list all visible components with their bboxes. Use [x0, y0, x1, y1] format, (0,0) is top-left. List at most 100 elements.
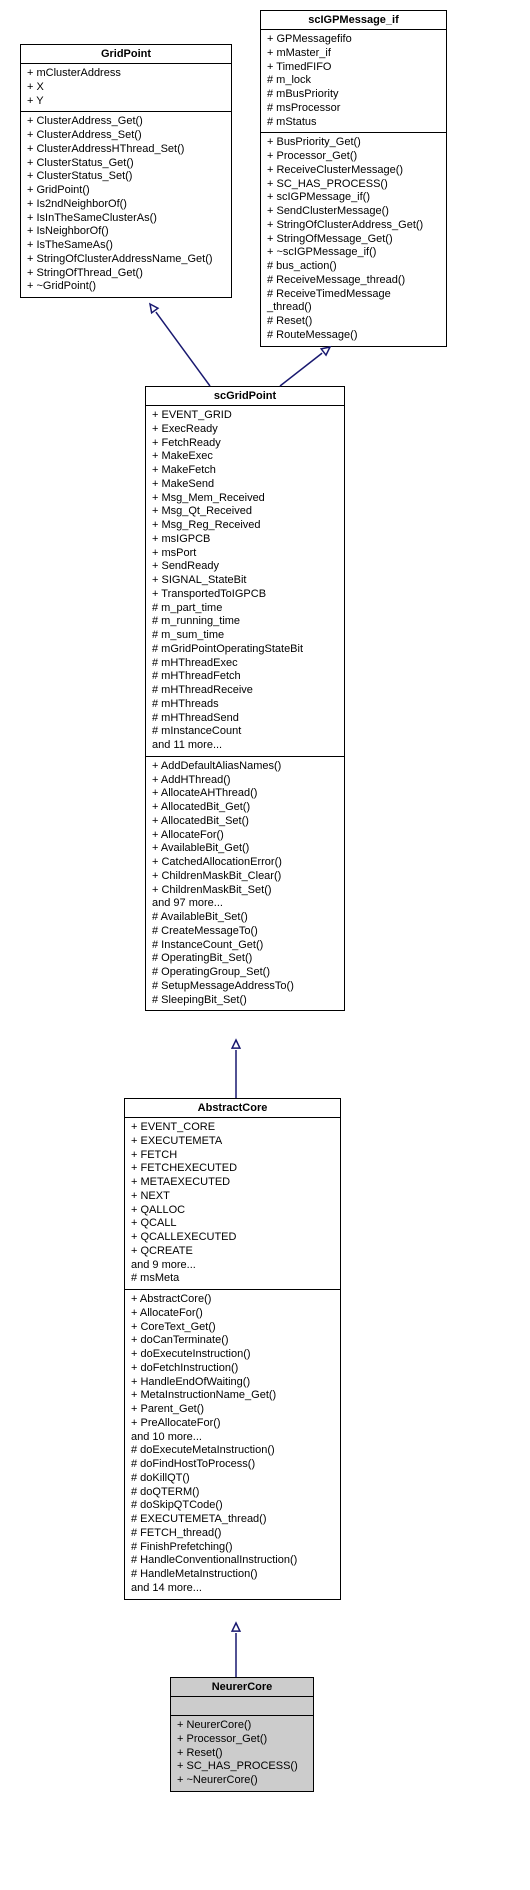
attribute-row: and 11 more... — [152, 739, 338, 753]
attribute-row: + msIGPCB — [152, 533, 338, 547]
attribute-row: # mHThreadSend — [152, 712, 338, 726]
attribute-row: + Y — [27, 95, 225, 109]
attribute-row: + Msg_Reg_Received — [152, 519, 338, 533]
operation-row: + doExecuteInstruction() — [131, 1348, 334, 1362]
operation-row: + SC_HAS_PROCESS() — [267, 178, 440, 192]
operation-row: + StringOfThread_Get() — [27, 267, 225, 281]
class-operations: + BusPriority_Get()+ Processor_Get()+ Re… — [261, 133, 446, 345]
class-title: NeurerCore — [171, 1678, 313, 1697]
attribute-row: + TransportedToIGPCB — [152, 588, 338, 602]
class-attributes: + GPMessagefifo+ mMaster_if+ TimedFIFO# … — [261, 30, 446, 133]
operation-row: + SendClusterMessage() — [267, 205, 440, 219]
operation-row: + StringOfClusterAddress_Get() — [267, 219, 440, 233]
class-title: scGridPoint — [146, 387, 344, 406]
uml-class-scgridpoint: scGridPoint+ EVENT_GRID+ ExecReady+ Fetc… — [145, 386, 345, 1011]
operation-row: + HandleEndOfWaiting() — [131, 1376, 334, 1390]
class-title: AbstractCore — [125, 1099, 340, 1118]
operation-row: + Parent_Get() — [131, 1403, 334, 1417]
attribute-row: + Msg_Mem_Received — [152, 492, 338, 506]
operation-row: + MetaInstructionName_Get() — [131, 1389, 334, 1403]
attribute-row: # mHThreadExec — [152, 657, 338, 671]
operation-row: + ClusterAddressHThread_Set() — [27, 143, 225, 157]
attribute-row: # msProcessor — [267, 102, 440, 116]
operation-row: + Processor_Get() — [177, 1733, 307, 1747]
operation-row: # bus_action() — [267, 260, 440, 274]
operation-row: # ReceiveMessage_thread() — [267, 274, 440, 288]
attribute-row: + EXECUTEMETA — [131, 1135, 334, 1149]
attribute-row: + X — [27, 81, 225, 95]
attribute-row: # m_part_time — [152, 602, 338, 616]
operation-row: + Reset() — [177, 1747, 307, 1761]
operation-row: + doCanTerminate() — [131, 1334, 334, 1348]
attribute-row: + QCALL — [131, 1217, 334, 1231]
attribute-row: # mStatus — [267, 116, 440, 130]
attribute-row: + QALLOC — [131, 1204, 334, 1218]
class-attributes: + EVENT_CORE+ EXECUTEMETA+ FETCH+ FETCHE… — [125, 1118, 340, 1290]
attribute-row: + MakeFetch — [152, 464, 338, 478]
attribute-row: # m_running_time — [152, 615, 338, 629]
attribute-row: # mHThreadReceive — [152, 684, 338, 698]
attribute-row: # msMeta — [131, 1272, 334, 1286]
attribute-row: # mBusPriority — [267, 88, 440, 102]
operation-row: + ClusterAddress_Get() — [27, 115, 225, 129]
class-operations: + ClusterAddress_Get()+ ClusterAddress_S… — [21, 112, 231, 297]
operation-row: + AllocateFor() — [131, 1307, 334, 1321]
operation-row: + Is2ndNeighborOf() — [27, 198, 225, 212]
attribute-row: and 9 more... — [131, 1259, 334, 1273]
operation-row: # doFindHostToProcess() — [131, 1458, 334, 1472]
class-title: GridPoint — [21, 45, 231, 64]
operation-row: # EXECUTEMETA_thread() — [131, 1513, 334, 1527]
attribute-row: + QCALLEXECUTED — [131, 1231, 334, 1245]
operation-row: # HandleConventionalInstruction() — [131, 1554, 334, 1568]
operation-row: # HandleMetaInstruction() — [131, 1568, 334, 1582]
operation-row: + ReceiveClusterMessage() — [267, 164, 440, 178]
attribute-row: + FETCHEXECUTED — [131, 1162, 334, 1176]
operation-row: # OperatingGroup_Set() — [152, 966, 338, 980]
operation-row: + ~GridPoint() — [27, 280, 225, 294]
attribute-row: + SIGNAL_StateBit — [152, 574, 338, 588]
operation-row: # InstanceCount_Get() — [152, 939, 338, 953]
attribute-row: + MakeSend — [152, 478, 338, 492]
attribute-row: + METAEXECUTED — [131, 1176, 334, 1190]
attribute-row: + GPMessagefifo — [267, 33, 440, 47]
operation-row: + AllocatedBit_Set() — [152, 815, 338, 829]
operation-row: + AllocateFor() — [152, 829, 338, 843]
operation-row: + AbstractCore() — [131, 1293, 334, 1307]
operation-row: + StringOfMessage_Get() — [267, 233, 440, 247]
operation-row: # doSkipQTCode() — [131, 1499, 334, 1513]
attribute-row: + msPort — [152, 547, 338, 561]
operation-row: + scIGPMessage_if() — [267, 191, 440, 205]
operation-row: + BusPriority_Get() — [267, 136, 440, 150]
uml-class-neurercore: NeurerCore + NeurerCore()+ Processor_Get… — [170, 1677, 314, 1792]
operation-row: + SC_HAS_PROCESS() — [177, 1760, 307, 1774]
uml-class-scigpmessage_if: scIGPMessage_if+ GPMessagefifo+ mMaster_… — [260, 10, 447, 347]
operation-row: + ~scIGPMessage_if() — [267, 246, 440, 260]
operation-row: + AllocatedBit_Get() — [152, 801, 338, 815]
attribute-row: # mHThreadFetch — [152, 670, 338, 684]
operation-row: # CreateMessageTo() — [152, 925, 338, 939]
attribute-row: + NEXT — [131, 1190, 334, 1204]
operation-row: # SleepingBit_Set() — [152, 994, 338, 1008]
class-attributes: + EVENT_GRID+ ExecReady+ FetchReady+ Mak… — [146, 406, 344, 757]
operation-row: + CoreText_Get() — [131, 1321, 334, 1335]
class-attributes: + mClusterAddress+ X+ Y — [21, 64, 231, 112]
operation-row: # FinishPrefetching() — [131, 1541, 334, 1555]
attribute-row: + SendReady — [152, 560, 338, 574]
attribute-row: # m_lock — [267, 74, 440, 88]
operation-row: # OperatingBit_Set() — [152, 952, 338, 966]
operation-row: + ~NeurerCore() — [177, 1774, 307, 1788]
operation-row: + doFetchInstruction() — [131, 1362, 334, 1376]
operation-row: + ClusterAddress_Set() — [27, 129, 225, 143]
attribute-row: + mClusterAddress — [27, 67, 225, 81]
attribute-row: # mHThreads — [152, 698, 338, 712]
operation-row: + PreAllocateFor() — [131, 1417, 334, 1431]
operation-row: # doExecuteMetaInstruction() — [131, 1444, 334, 1458]
attribute-row: # mGridPointOperatingStateBit — [152, 643, 338, 657]
operation-row: + CatchedAllocationError() — [152, 856, 338, 870]
uml-class-gridpoint: GridPoint+ mClusterAddress+ X+ Y+ Cluste… — [20, 44, 232, 298]
attribute-row: + ExecReady — [152, 423, 338, 437]
uml-class-abstractcore: AbstractCore+ EVENT_CORE+ EXECUTEMETA+ F… — [124, 1098, 341, 1600]
operation-row: + GridPoint() — [27, 184, 225, 198]
operation-row: # FETCH_thread() — [131, 1527, 334, 1541]
operation-row: + AddHThread() — [152, 774, 338, 788]
